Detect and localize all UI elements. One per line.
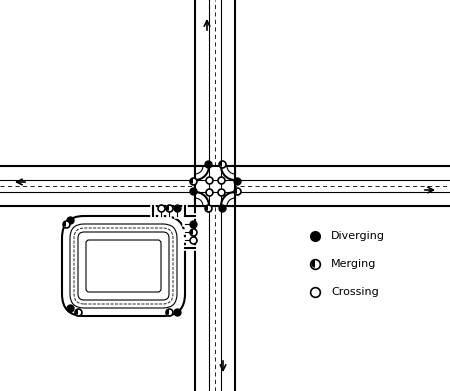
Text: Merging: Merging: [331, 259, 376, 269]
Polygon shape: [205, 205, 208, 211]
Polygon shape: [190, 178, 193, 184]
Text: Diverging: Diverging: [331, 231, 385, 241]
Polygon shape: [219, 161, 222, 167]
Polygon shape: [311, 260, 315, 268]
Polygon shape: [190, 230, 193, 235]
Polygon shape: [75, 309, 78, 315]
Polygon shape: [234, 188, 237, 194]
Polygon shape: [63, 221, 66, 227]
Text: Crossing: Crossing: [331, 287, 379, 297]
Polygon shape: [166, 205, 169, 211]
FancyBboxPatch shape: [195, 166, 235, 206]
Polygon shape: [166, 309, 169, 315]
